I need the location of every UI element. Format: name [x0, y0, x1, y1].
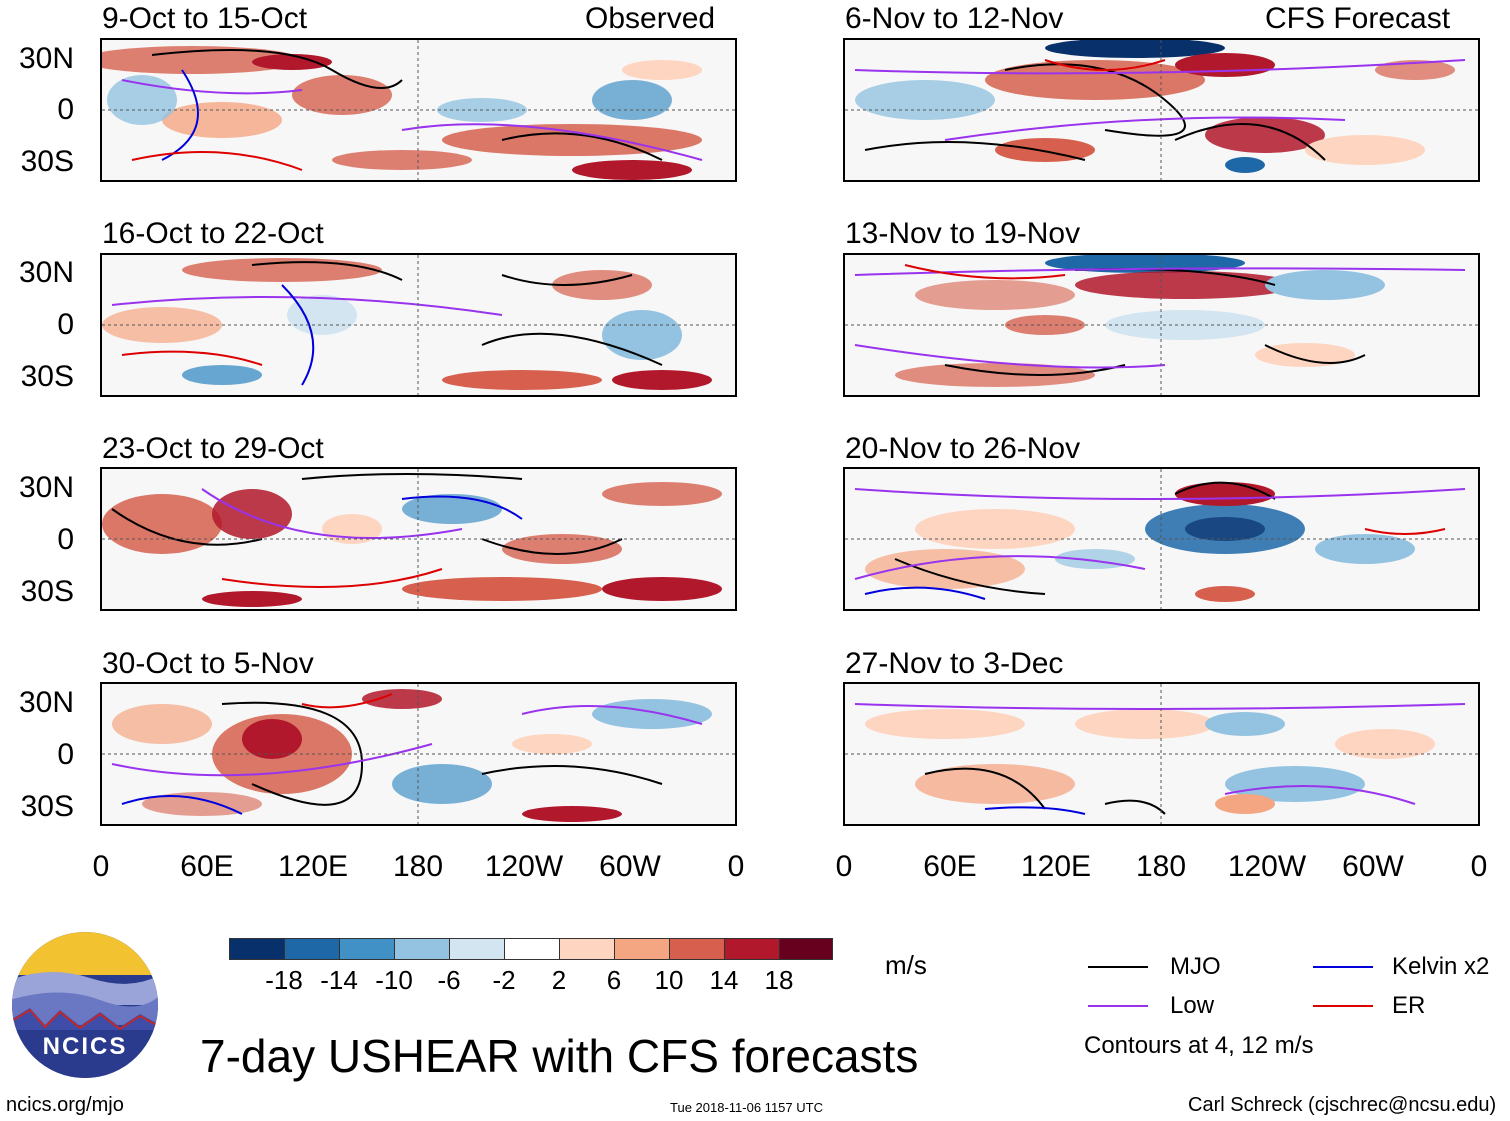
legend-swatch-mjo — [1088, 966, 1148, 968]
lat-label: 30N — [18, 686, 74, 719]
lon-label: 180 — [392, 850, 444, 883]
legend-note: Contours at 4, 12 m/s — [1084, 1032, 1314, 1059]
colorbar-tick: -10 — [375, 965, 413, 995]
colorbar-tick: -18 — [265, 965, 303, 995]
panel-title: 30-Oct to 5-Nov — [102, 647, 314, 680]
panel-title: 20-Nov to 26-Nov — [845, 432, 1081, 465]
colorbar-tick: 14 — [709, 965, 739, 995]
panel-title: 27-Nov to 3-Dec — [845, 647, 1064, 680]
colorbar-swatch — [394, 938, 450, 960]
colorbar-swatch — [504, 938, 560, 960]
legend-label-er: ER — [1392, 992, 1426, 1019]
colorbar-swatch — [284, 938, 340, 960]
shear-map — [845, 255, 1478, 395]
legend-swatch-low — [1088, 1005, 1148, 1007]
panel-title: 9-Oct to 15-Oct — [102, 2, 308, 35]
map-panel — [843, 38, 1480, 182]
colorbar-tick: 18 — [764, 965, 794, 995]
lat-label: 0 — [57, 523, 74, 556]
shear-map — [845, 684, 1478, 824]
panel-title: 16-Oct to 22-Oct — [102, 217, 324, 250]
footer-timestamp: Tue 2018-11-06 1157 UTC — [670, 1100, 823, 1115]
shear-map — [845, 40, 1478, 180]
map-panel — [843, 467, 1480, 611]
legend-swatch-er — [1313, 1005, 1373, 1007]
map-panel — [100, 38, 737, 182]
footer-author: Carl Schreck (cjschrec@ncsu.edu) — [1188, 1094, 1497, 1116]
lat-label: 30S — [20, 575, 74, 608]
lat-label: 30S — [20, 360, 74, 393]
colorbar-units: m/s — [885, 950, 927, 980]
colorbar-swatch — [779, 938, 833, 960]
lon-label: 120E — [277, 850, 349, 883]
legend-label-mjo: MJO — [1170, 953, 1221, 980]
colorbar-swatch — [559, 938, 615, 960]
colorbar-swatch — [724, 938, 780, 960]
lon-label: 60W — [599, 850, 661, 883]
colorbar-swatch — [669, 938, 725, 960]
colorbar-swatch — [229, 938, 285, 960]
shear-map — [102, 40, 735, 180]
map-panel — [100, 682, 737, 826]
colorbar-tick: -14 — [320, 965, 358, 995]
colorbar-swatch — [614, 938, 670, 960]
lon-label: 0 — [92, 850, 110, 883]
legend-label-kelvin: Kelvin x2 — [1392, 953, 1490, 980]
lon-label: 0 — [835, 850, 853, 883]
lat-label: 0 — [57, 93, 74, 126]
observed-header: Observed — [585, 2, 716, 35]
lat-label: 30S — [20, 145, 74, 178]
map-panel — [100, 467, 737, 611]
logo-icon — [12, 932, 158, 1078]
ncics-logo: NCICS — [10, 930, 160, 1080]
lat-label: 30N — [18, 42, 74, 75]
map-panel — [100, 253, 737, 397]
map-panel — [843, 253, 1480, 397]
legend-label-low: Low — [1170, 992, 1215, 1019]
colorbar-tick: 10 — [654, 965, 684, 995]
colorbar-tick: -2 — [492, 965, 516, 995]
lat-label: 30N — [18, 256, 74, 289]
lon-label: 120W — [1227, 850, 1307, 883]
lon-label: 120E — [1020, 850, 1092, 883]
logo-text: NCICS — [42, 1033, 128, 1060]
panel-title: 13-Nov to 19-Nov — [845, 217, 1081, 250]
lon-label: 60E — [923, 850, 977, 883]
colorbar-tick: -6 — [437, 965, 461, 995]
legend-swatch-kelvin — [1313, 966, 1373, 968]
colorbar-swatch — [449, 938, 505, 960]
lon-label: 120W — [484, 850, 564, 883]
lon-label: 180 — [1135, 850, 1187, 883]
lon-label: 60W — [1342, 850, 1404, 883]
map-panel — [843, 682, 1480, 826]
panel-title: 6-Nov to 12-Nov — [845, 2, 1064, 35]
shear-map — [102, 684, 735, 824]
figure-title: 7-day USHEAR with CFS forecasts — [200, 1030, 919, 1082]
lat-label: 0 — [57, 738, 74, 771]
shear-map — [102, 255, 735, 395]
lat-label: 0 — [57, 308, 74, 341]
lon-label: 0 — [1470, 850, 1488, 883]
lat-label: 30S — [20, 790, 74, 823]
lat-label: 30N — [18, 471, 74, 504]
shear-map — [845, 469, 1478, 609]
cfs-forecast-header: CFS Forecast — [1265, 2, 1451, 35]
colorbar-tick: 6 — [606, 965, 622, 995]
shear-map — [102, 469, 735, 609]
colorbar-tick: 2 — [551, 965, 567, 995]
panel-title: 23-Oct to 29-Oct — [102, 432, 324, 465]
lon-label: 0 — [727, 850, 745, 883]
colorbar-swatch — [339, 938, 395, 960]
footer-url[interactable]: ncics.org/mjo — [6, 1094, 124, 1116]
lon-label: 60E — [180, 850, 234, 883]
